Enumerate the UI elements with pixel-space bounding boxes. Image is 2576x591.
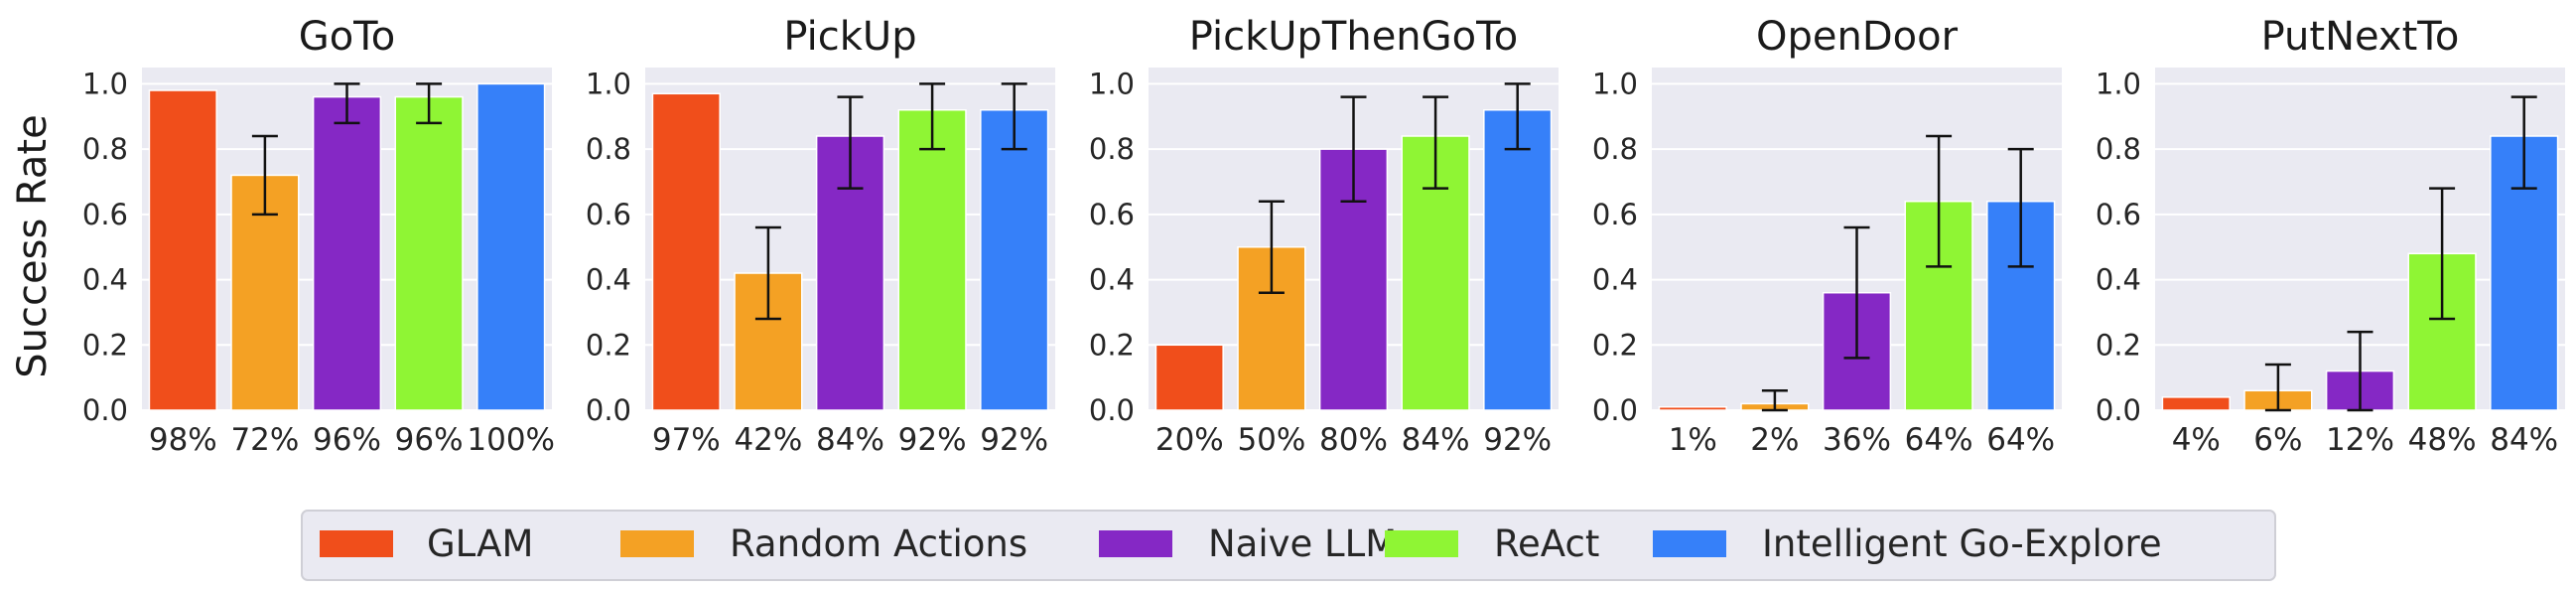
legend-swatch <box>620 530 694 557</box>
bar <box>148 89 217 411</box>
y-tick-label: 0.6 <box>1089 198 1135 231</box>
legend-swatch <box>1385 530 1458 557</box>
x-tick-label: 84% <box>816 422 884 458</box>
y-tick-label: 0.8 <box>1592 132 1638 166</box>
x-tick-label: 50% <box>1237 422 1305 458</box>
y-tick-label: 0.8 <box>586 132 631 166</box>
y-tick-label: 0.2 <box>586 328 631 362</box>
x-tick-label: 42% <box>734 422 802 458</box>
y-tick-label: 0.0 <box>1089 393 1135 427</box>
y-tick-label: 1.0 <box>82 67 128 100</box>
y-tick-label: 0.0 <box>82 393 128 427</box>
legend-label: GLAM <box>427 522 533 565</box>
x-tick-label: 1% <box>1669 422 1717 458</box>
panel-title: PutNextTo <box>2261 14 2460 60</box>
y-tick-label: 0.0 <box>586 393 631 427</box>
y-tick-label: 1.0 <box>2096 67 2141 100</box>
x-tick-label: 6% <box>2253 422 2302 458</box>
y-tick-label: 0.2 <box>2096 328 2141 362</box>
x-tick-label: 80% <box>1319 422 1388 458</box>
x-tick-label: 64% <box>1905 422 1973 458</box>
legend-label: Random Actions <box>730 522 1027 565</box>
bar <box>897 108 967 411</box>
bar <box>2161 396 2231 411</box>
y-tick-label: 0.4 <box>586 263 631 297</box>
panel-title: PickUp <box>783 14 916 60</box>
x-tick-label: 98% <box>149 422 217 458</box>
legend-label: ReAct <box>1494 522 1599 565</box>
x-tick-label: 100% <box>467 422 555 458</box>
bar <box>651 92 721 411</box>
panel-2: 0.0 0.2 0.4 0.6 0.8 1.0 PickUpThenGoTo 20% 50% 80… <box>1089 14 1559 458</box>
bar <box>1658 405 1727 411</box>
y-tick-label: 0.4 <box>2096 263 2141 297</box>
bar <box>1154 344 1224 411</box>
x-tick-label: 96% <box>313 422 381 458</box>
bar <box>476 82 546 411</box>
x-tick-label: 92% <box>898 422 967 458</box>
legend-label: Intelligent Go-Explore <box>1762 522 2162 565</box>
x-tick-label: 96% <box>395 422 464 458</box>
legend-swatch <box>320 530 393 557</box>
panel-title: GoTo <box>299 14 396 60</box>
legend: GLAM Random Actions Naive LLM ReAct Intellig… <box>301 510 2276 581</box>
y-tick-label: 0.4 <box>1089 263 1135 297</box>
x-tick-label: 72% <box>230 422 299 458</box>
x-tick-label: 36% <box>1823 422 1891 458</box>
y-axis-label: Success Rate <box>10 114 56 377</box>
x-tick-label: 12% <box>2326 422 2394 458</box>
y-tick-label: 0.4 <box>1592 263 1638 297</box>
y-tick-label: 0.2 <box>1089 328 1135 362</box>
legend-swatch <box>1099 530 1172 557</box>
y-tick-label: 0.4 <box>82 263 128 297</box>
legend-box <box>301 510 2276 581</box>
x-tick-label: 84% <box>2490 422 2558 458</box>
y-tick-label: 0.8 <box>1089 132 1135 166</box>
x-tick-label: 84% <box>1402 422 1470 458</box>
x-tick-label: 92% <box>980 422 1048 458</box>
y-tick-label: 0.2 <box>82 328 128 362</box>
bar <box>1483 108 1553 411</box>
y-tick-label: 0.8 <box>2096 132 2141 166</box>
x-tick-label: 20% <box>1155 422 1224 458</box>
legend-swatch <box>1653 530 1726 557</box>
y-tick-label: 0.0 <box>1592 393 1638 427</box>
bar <box>312 95 382 411</box>
y-tick-label: 0.0 <box>2096 393 2141 427</box>
y-tick-label: 0.6 <box>586 198 631 231</box>
y-tick-label: 0.6 <box>82 198 128 231</box>
panel-1: 0.0 0.2 0.4 0.6 0.8 1.0 PickUp 97% 42% 84% 92% 92% <box>586 14 1055 458</box>
y-tick-label: 0.6 <box>2096 198 2141 231</box>
panel-4: 0.0 0.2 0.4 0.6 0.8 1.0 PutNextTo 4% 6% 12% 48% 84% <box>2096 14 2565 458</box>
y-tick-label: 1.0 <box>586 67 631 100</box>
bar <box>394 95 464 411</box>
panel-3: 0.0 0.2 0.4 0.6 0.8 1.0 OpenDoor 1% 2% 36% 64% 64% <box>1592 14 2062 458</box>
x-tick-label: 48% <box>2408 422 2477 458</box>
x-tick-label: 64% <box>1986 422 2055 458</box>
y-tick-label: 1.0 <box>1089 67 1135 100</box>
y-tick-label: 0.2 <box>1592 328 1638 362</box>
y-tick-label: 1.0 <box>1592 67 1638 100</box>
panel-title: OpenDoor <box>1756 14 1959 60</box>
x-tick-label: 2% <box>1750 422 1799 458</box>
x-tick-label: 92% <box>1483 422 1552 458</box>
x-tick-label: 4% <box>2172 422 2221 458</box>
y-tick-label: 0.6 <box>1592 198 1638 231</box>
panel-title: PickUpThenGoTo <box>1189 14 1519 60</box>
y-tick-label: 0.8 <box>82 132 128 166</box>
x-tick-label: 97% <box>652 422 721 458</box>
bar <box>980 108 1049 411</box>
legend-label: Naive LLM <box>1208 522 1397 565</box>
